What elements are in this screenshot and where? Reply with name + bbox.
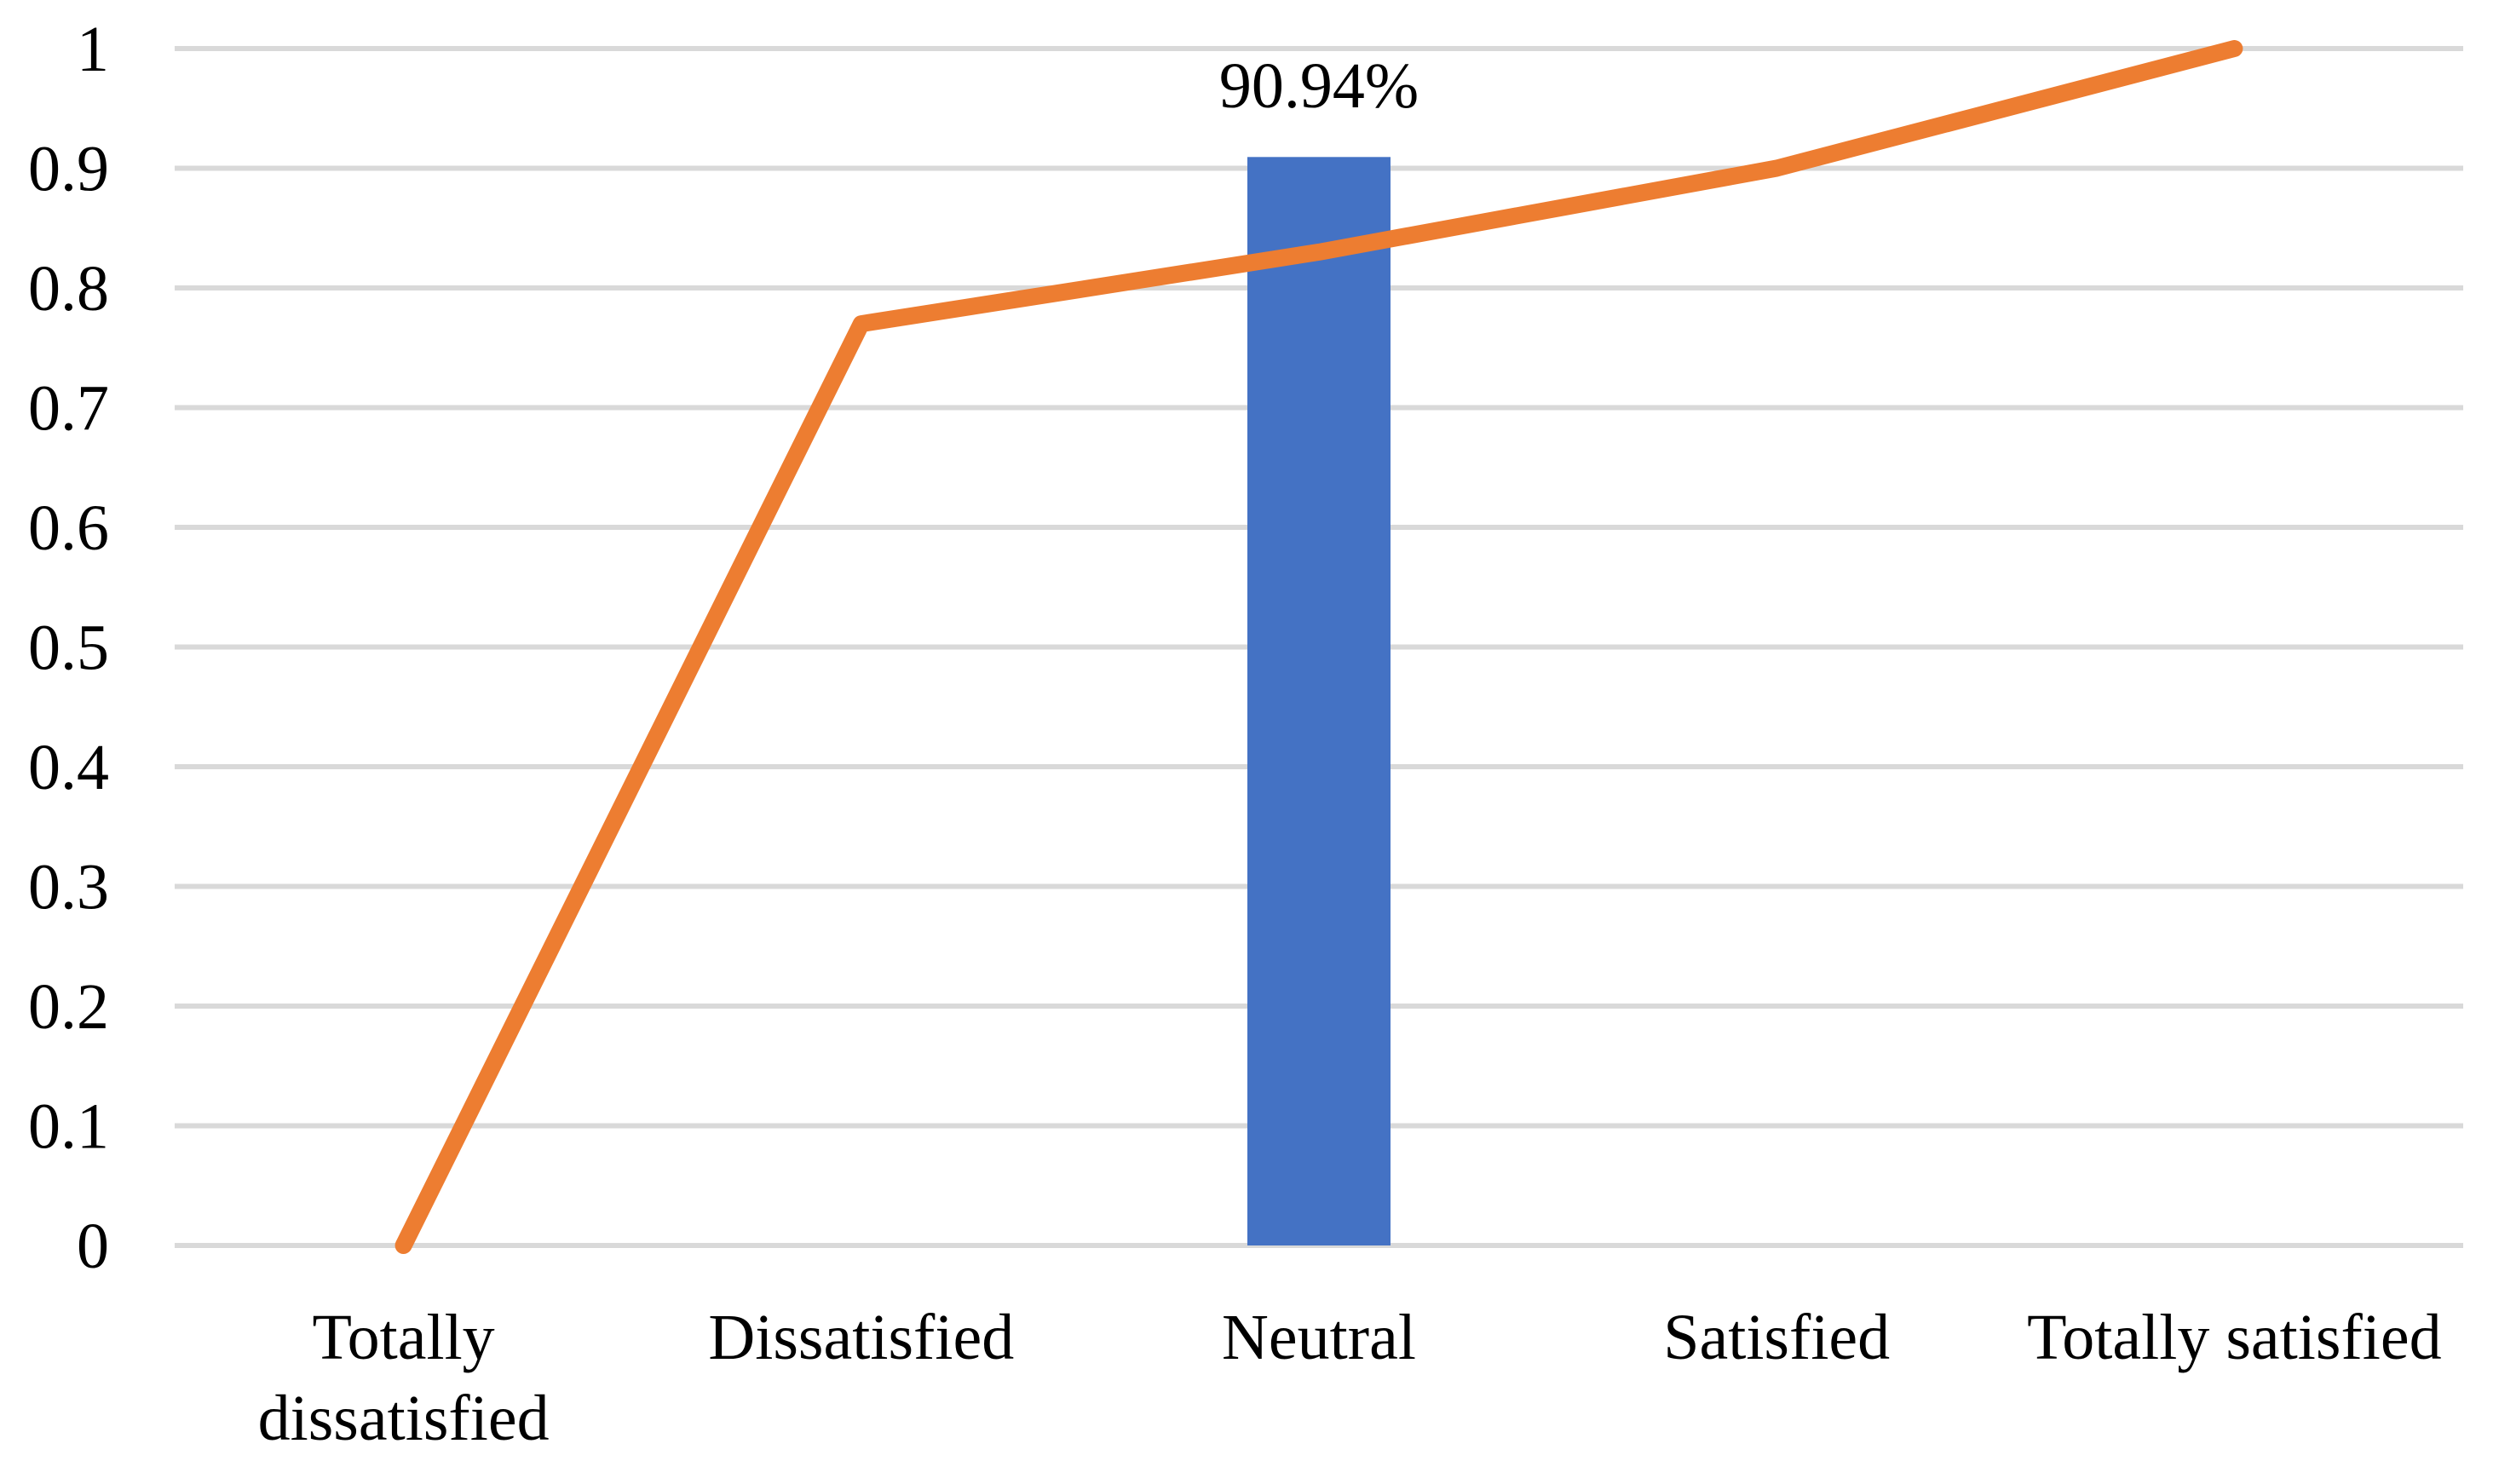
category-label: Satisfied xyxy=(1663,1302,1890,1373)
category-label: Dissatisfied xyxy=(708,1302,1014,1373)
y-tick-label: 0.5 xyxy=(28,613,109,684)
y-tick-label: 0.8 xyxy=(28,253,109,325)
y-tick-label: 0.6 xyxy=(28,492,109,564)
y-axis-tick-labels: 0 0.1 0.2 0.3 0.4 0.5 0.6 0.7 0.8 0.9 1 xyxy=(28,14,109,1282)
y-tick-label: 0.1 xyxy=(28,1091,109,1163)
y-tick-label: 0.4 xyxy=(28,732,109,803)
y-tick-label: 0.7 xyxy=(28,373,109,445)
category-label: Totally xyxy=(312,1302,494,1373)
y-tick-label: 1 xyxy=(77,14,109,85)
line-series xyxy=(394,40,2243,1254)
x-axis-category-labels: Totally dissatisfied Dissatisfied Neutral Sa… xyxy=(258,1302,2442,1454)
cumulative-line xyxy=(394,40,2243,1254)
y-tick-label: 0.9 xyxy=(28,134,109,205)
category-label: Totally satisfied xyxy=(2027,1302,2441,1373)
data-labels: 90.94% xyxy=(1219,50,1419,122)
bar-neutral xyxy=(1247,157,1391,1245)
bar-series xyxy=(1247,157,1391,1245)
y-tick-label: 0 xyxy=(77,1211,109,1282)
category-label: dissatisfied xyxy=(258,1383,550,1454)
category-label: Neutral xyxy=(1222,1302,1416,1373)
bar-data-label: 90.94% xyxy=(1219,50,1419,122)
y-tick-label: 0.2 xyxy=(28,971,109,1043)
y-tick-label: 0.3 xyxy=(28,852,109,923)
